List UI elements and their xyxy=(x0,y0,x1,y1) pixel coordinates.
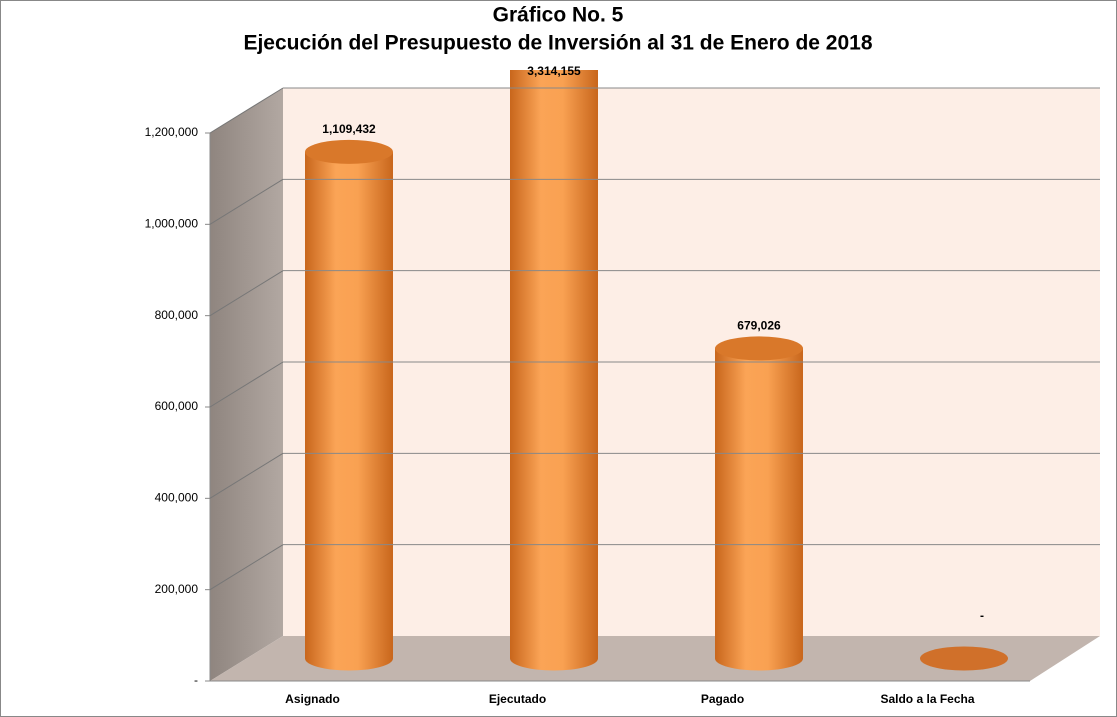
bar xyxy=(305,151,393,671)
x-tick-label: Saldo a la Fecha xyxy=(880,692,974,706)
y-tick-label: 200,000 xyxy=(155,582,199,596)
y-tick-label: 1,000,000 xyxy=(145,217,199,231)
y-tick-label: 800,000 xyxy=(155,308,199,322)
bars xyxy=(305,70,1008,671)
grid-line xyxy=(209,361,284,408)
grid-line xyxy=(209,544,284,591)
floor xyxy=(210,636,1100,681)
grid-line xyxy=(209,178,284,225)
x-tick-label: Ejecutado xyxy=(489,692,546,706)
bar xyxy=(715,348,803,671)
grid-line xyxy=(209,452,284,499)
bar xyxy=(920,646,1008,671)
x-tick-label: Pagado xyxy=(701,692,744,706)
y-tick-label: 400,000 xyxy=(155,491,199,505)
x-tick-label: Asignado xyxy=(285,692,340,706)
bar xyxy=(510,70,598,671)
data-label: 3,314,155 xyxy=(527,64,581,78)
chart-subtitle: Ejecución del Presupuesto de Inversión a… xyxy=(243,32,872,55)
grid-line xyxy=(209,87,284,134)
y-tick-label: - xyxy=(194,673,198,687)
data-label: 1,109,432 xyxy=(322,122,376,136)
chart-title: Gráfico No. 5 xyxy=(493,4,624,27)
bar-top xyxy=(715,336,803,361)
y-tick-label: 600,000 xyxy=(155,399,199,413)
data-label: - xyxy=(980,609,984,623)
data-label: 679,026 xyxy=(737,319,781,333)
bar-top xyxy=(305,139,393,164)
grid-line xyxy=(209,270,284,317)
y-tick-label: 1,200,000 xyxy=(145,125,199,139)
